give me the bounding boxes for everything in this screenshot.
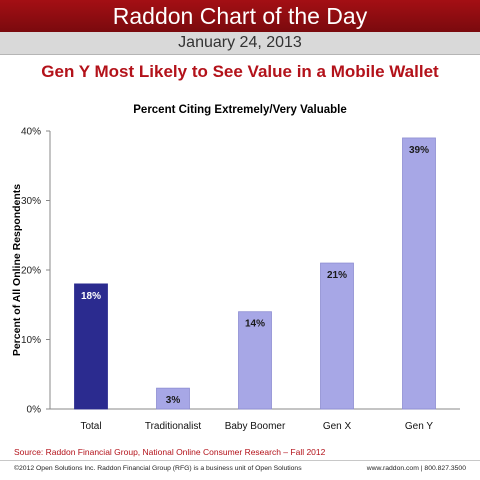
y-tick-label: 0% bbox=[27, 405, 42, 416]
date-line: January 24, 2013 bbox=[0, 32, 480, 55]
x-tick-label: Total bbox=[80, 421, 101, 432]
y-tick-label: 30% bbox=[21, 196, 41, 207]
banner-title: Raddon Chart of the Day bbox=[0, 0, 480, 32]
y-axis-title: Percent of All Online Respondents bbox=[11, 184, 23, 356]
bar-traditionalist bbox=[156, 387, 190, 410]
data-label: 39% bbox=[409, 145, 429, 156]
bar-gen-x bbox=[320, 262, 354, 410]
footer-divider bbox=[0, 460, 480, 461]
bar-baby-boomer bbox=[238, 311, 272, 410]
data-label: 18% bbox=[81, 291, 101, 302]
contact-info: www.raddon.com | 800.827.3500 bbox=[366, 465, 466, 472]
y-tick-label: 40% bbox=[21, 127, 41, 138]
x-tick-label: Gen X bbox=[323, 421, 352, 432]
chart-title: Percent Citing Extremely/Very Valuable bbox=[133, 104, 347, 116]
copyright-note: ©2012 Open Solutions Inc. Raddon Financi… bbox=[14, 465, 302, 472]
x-tick-label: Baby Boomer bbox=[225, 421, 286, 432]
x-tick-label: Gen Y bbox=[405, 421, 433, 432]
source-note: Source: Raddon Financial Group, National… bbox=[14, 447, 326, 457]
data-label: 3% bbox=[166, 395, 181, 406]
y-tick-label: 20% bbox=[21, 266, 41, 277]
chart-headline: Gen Y Most Likely to See Value in a Mobi… bbox=[41, 62, 439, 81]
data-label: 14% bbox=[245, 319, 265, 330]
bar-total bbox=[74, 283, 108, 410]
y-tick-label: 10% bbox=[21, 335, 41, 346]
x-tick-label: Traditionalist bbox=[145, 421, 202, 432]
bar-gen-y bbox=[402, 137, 436, 410]
data-label: 21% bbox=[327, 270, 347, 281]
